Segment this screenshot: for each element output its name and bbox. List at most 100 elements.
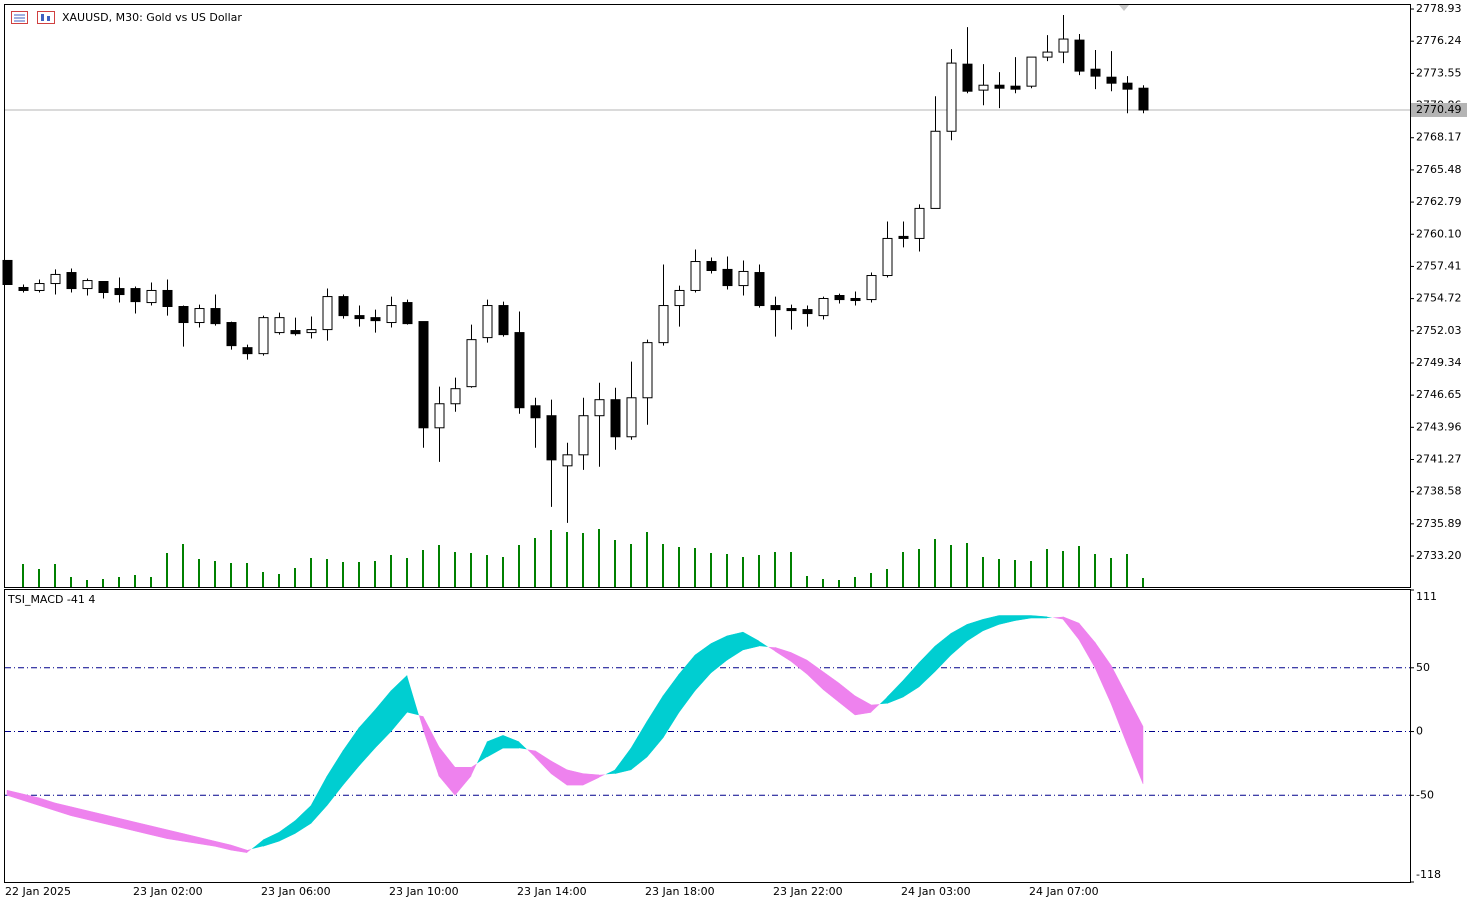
y-tick-label: 2754.72 [1416, 292, 1462, 305]
y-tick-label: 2738.58 [1416, 485, 1462, 498]
y-tick-label: 2746.65 [1416, 388, 1462, 401]
candle-body [914, 207, 925, 239]
y-tick-label: 50 [1416, 661, 1430, 674]
candle-body [578, 415, 589, 456]
candle-body [722, 268, 733, 287]
candle-body [962, 63, 973, 92]
icon [37, 11, 55, 24]
icon [47, 16, 50, 21]
candle-body [18, 286, 29, 291]
ribbon-piece [527, 749, 535, 758]
candle-body [130, 288, 141, 303]
y-tick-label: 2778.93 [1416, 2, 1462, 15]
candle-body [290, 330, 301, 335]
y-tick-label: 2735.89 [1416, 517, 1462, 530]
y-tick-label: -118 [1416, 868, 1441, 881]
candle-body [34, 283, 45, 291]
candle-body [402, 302, 413, 325]
candle-body [1058, 38, 1069, 53]
candle-body [434, 403, 445, 429]
ribbon-piece [519, 741, 527, 750]
x-tick-label: 23 Jan 06:00 [261, 885, 331, 898]
candle-body [738, 270, 749, 287]
y-tick-label: 2733.20 [1416, 549, 1462, 562]
candle-body [562, 454, 573, 467]
candle-body [1106, 76, 1117, 84]
candle-body [754, 272, 765, 307]
candle-body [450, 388, 461, 405]
ribbon-piece [251, 839, 263, 850]
y-tick-label: 2749.34 [1416, 356, 1462, 369]
candle-body [834, 295, 845, 301]
y-tick-label: 2776.24 [1416, 34, 1462, 47]
candle-body [514, 332, 525, 409]
candle-body [66, 272, 77, 290]
candle-body [2, 259, 13, 285]
candle-body [610, 399, 621, 438]
candle-body [82, 280, 93, 290]
candle-body [994, 84, 1005, 89]
candle-body [354, 315, 365, 320]
price-label: 2770.49 [1416, 103, 1462, 116]
ribbon-piece [871, 704, 880, 713]
candle-body [530, 405, 541, 419]
x-tick-label: 22 Jan 2025 [5, 885, 71, 898]
candle-body [770, 305, 781, 311]
candle-body [1090, 68, 1101, 77]
candle-body [642, 342, 653, 399]
ribbon-piece [768, 646, 775, 652]
candle-body [338, 296, 349, 317]
y-tick-label: -50 [1416, 788, 1434, 801]
candle-body [306, 329, 317, 334]
candle-body [482, 305, 493, 339]
candle-body [498, 305, 509, 336]
candle-body [210, 308, 221, 325]
ribbon-piece [599, 774, 606, 778]
candle-body [626, 397, 637, 438]
candle-body [178, 306, 189, 324]
y-tick-label: 2768.17 [1416, 131, 1462, 144]
y-tick-label: 2741.27 [1416, 452, 1462, 465]
candle-body [930, 130, 941, 209]
y-tick-label: 2773.55 [1416, 66, 1462, 79]
candle-body [114, 288, 125, 296]
y-tick-label: 111 [1416, 590, 1437, 603]
x-tick-label: 23 Jan 10:00 [389, 885, 459, 898]
y-tick-label: 2760.10 [1416, 227, 1462, 240]
candle-body [242, 347, 253, 355]
main-window-frame [4, 4, 1411, 588]
x-tick-label: 23 Jan 14:00 [517, 885, 587, 898]
candle-body [690, 261, 701, 291]
ribbon-piece [407, 675, 419, 716]
ribbon-piece [1052, 616, 1063, 620]
candle-body [786, 308, 797, 312]
y-tick-label: 2757.41 [1416, 259, 1462, 272]
x-tick-label: 23 Jan 22:00 [773, 885, 843, 898]
candle-body [1026, 56, 1037, 87]
candle-body [418, 321, 429, 429]
ribbon-piece [418, 715, 423, 729]
ribbon-piece [1047, 616, 1053, 619]
candle-body [866, 275, 877, 301]
ribbon-piece [471, 763, 477, 777]
candle-body [1138, 87, 1149, 111]
candle-body [658, 305, 669, 344]
candle-body [594, 399, 605, 417]
ribbon-piece [759, 641, 769, 647]
candle-body [882, 237, 893, 277]
x-tick-label: 24 Jan 03:00 [901, 885, 971, 898]
candle-body [674, 289, 685, 307]
candle-body [194, 308, 205, 324]
candle-body [370, 317, 381, 322]
candle-body [274, 317, 285, 334]
ribbon-piece [476, 741, 487, 764]
candle-body [226, 322, 237, 347]
candle-body [802, 309, 813, 315]
candle-body [706, 261, 717, 272]
candle-body [978, 84, 989, 91]
candle-body [1010, 85, 1021, 90]
price-label-bg [1411, 102, 1467, 117]
candle-body [258, 317, 269, 355]
